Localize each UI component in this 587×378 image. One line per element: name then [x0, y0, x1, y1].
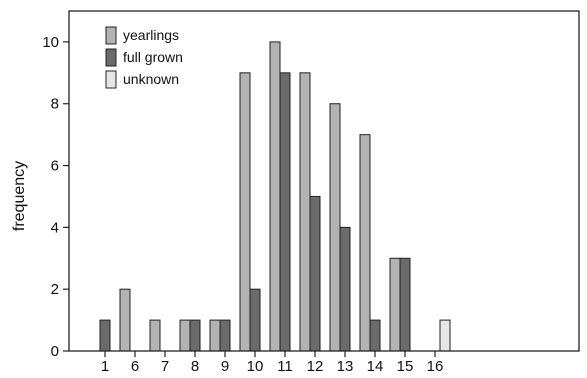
bar-full-grown-14	[369, 319, 381, 352]
x-tick-label: 14	[367, 358, 384, 373]
bar-full-grown-1	[99, 319, 111, 352]
x-tick-label: 7	[161, 358, 169, 373]
y-tick-label: 4	[51, 219, 59, 236]
legend-swatch-yearlings	[105, 26, 117, 45]
bar-yearlings-6	[119, 288, 131, 352]
x-tick-label: 8	[191, 358, 199, 373]
legend: yearlings full grown unknown	[105, 26, 183, 89]
x-tick-label: 16	[427, 358, 444, 373]
bar-yearlings-9	[209, 319, 221, 352]
bars-layer	[99, 41, 451, 352]
plot-frame	[68, 10, 580, 352]
legend-swatch-unknown	[105, 70, 117, 89]
x-tick-label: 12	[307, 358, 324, 373]
legend-label-yearlings: yearlings	[123, 27, 179, 43]
legend-swatch-full-grown	[105, 48, 117, 67]
bar-yearlings-14	[359, 134, 371, 352]
y-tick-label: 0	[51, 343, 59, 360]
bar-yearlings-13	[329, 103, 341, 352]
y-axis-title: frequency	[11, 161, 28, 231]
x-axis-ticks: 1 6 7 8 9 10 11 12 13 14 15 16	[101, 351, 444, 375]
bar-full-grown-9	[219, 319, 231, 352]
bar-unknown-16	[439, 319, 451, 352]
bar-full-grown-12	[309, 195, 321, 352]
legend-label-full-grown: full grown	[123, 49, 183, 65]
bar-yearlings-11	[269, 41, 281, 352]
bar-yearlings-15	[389, 257, 401, 352]
y-tick-label: 10	[42, 34, 59, 51]
y-axis-ticks: 0 2 4 6 8 10	[42, 34, 69, 360]
y-tick-label: 6	[51, 158, 59, 175]
x-tick-label: 15	[397, 358, 414, 373]
bar-yearlings-7	[149, 319, 161, 352]
bar-yearlings-10	[239, 72, 251, 352]
bar-full-grown-8	[189, 319, 201, 352]
bar-yearlings-8	[179, 319, 191, 352]
bar-full-grown-11	[279, 72, 291, 352]
axes-layer	[68, 10, 580, 352]
x-tick-label: 13	[337, 358, 354, 373]
x-tick-label: 11	[277, 358, 293, 373]
x-tick-label: 9	[221, 358, 229, 373]
x-tick-label: 6	[131, 358, 139, 373]
bar-yearlings-12	[299, 72, 311, 352]
bar-full-grown-10	[249, 288, 261, 352]
bar-full-grown-13	[339, 226, 351, 352]
x-tick-label: 10	[247, 358, 264, 373]
y-tick-label: 8	[51, 96, 59, 113]
x-tick-label: 1	[101, 358, 109, 373]
bar-full-grown-15	[399, 257, 411, 352]
legend-label-unknown: unknown	[123, 71, 179, 87]
y-tick-label: 2	[51, 281, 59, 298]
